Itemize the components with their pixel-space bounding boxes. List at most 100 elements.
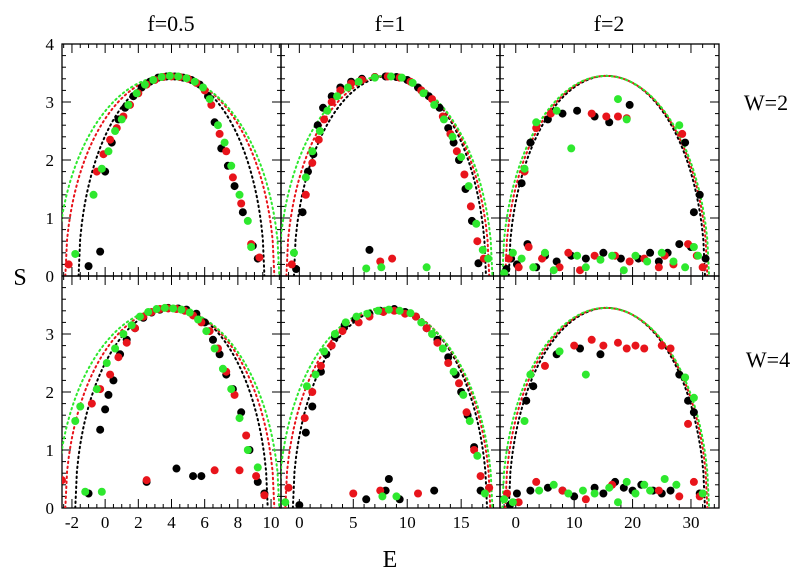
point-green xyxy=(235,190,244,199)
point-red xyxy=(114,353,123,362)
point-green xyxy=(535,486,544,495)
point-green xyxy=(672,480,681,489)
curve-green xyxy=(501,306,711,508)
x-tick-label: 10 xyxy=(566,513,583,532)
point-green xyxy=(97,487,106,496)
point-green xyxy=(419,89,428,98)
curve-red xyxy=(64,306,276,508)
point-red xyxy=(485,483,494,492)
point-red xyxy=(625,257,634,266)
point-black xyxy=(295,501,304,508)
point-green xyxy=(102,359,111,367)
point-green xyxy=(157,73,166,82)
y-tick-label: 3 xyxy=(46,325,55,344)
point-green xyxy=(689,393,698,402)
point-black xyxy=(599,248,608,257)
point-black xyxy=(522,396,531,405)
point-green xyxy=(81,487,90,496)
point-red xyxy=(524,243,533,251)
y-tick-label: 0 xyxy=(46,267,55,286)
point-black xyxy=(96,247,105,256)
point-green xyxy=(253,463,262,472)
point-green xyxy=(500,495,509,504)
point-green xyxy=(205,95,214,104)
point-green xyxy=(243,446,252,454)
point-red xyxy=(87,399,96,408)
point-green xyxy=(428,330,437,338)
point-red xyxy=(675,492,684,501)
point-green xyxy=(377,263,386,272)
x-tick-label: 4 xyxy=(167,513,176,532)
point-black xyxy=(581,254,590,263)
point-green xyxy=(387,72,396,81)
point-green xyxy=(590,489,599,498)
point-green xyxy=(117,115,126,124)
point-green xyxy=(165,71,174,80)
panel-frame xyxy=(499,275,720,509)
point-green xyxy=(681,373,690,382)
point-green xyxy=(227,385,236,394)
point-green xyxy=(605,483,614,492)
point-green xyxy=(631,251,640,260)
point-green xyxy=(374,306,383,315)
point-green xyxy=(210,344,219,353)
point-green xyxy=(370,73,379,82)
point-green xyxy=(689,243,698,251)
point-black xyxy=(101,405,110,414)
panel-2 xyxy=(499,43,720,277)
point-green xyxy=(89,190,98,199)
panel-plot-area xyxy=(281,72,494,276)
point-green xyxy=(564,489,573,498)
point-red xyxy=(284,483,293,492)
point-black xyxy=(695,190,704,199)
curve-green xyxy=(62,306,281,508)
point-black xyxy=(689,408,698,417)
point-black xyxy=(681,138,690,147)
curve-black xyxy=(507,306,706,508)
curve-red xyxy=(285,74,491,276)
point-black xyxy=(573,106,582,115)
point-green xyxy=(581,370,590,379)
panel-plot-area xyxy=(281,305,494,508)
curve-red xyxy=(64,74,276,276)
point-green xyxy=(484,254,493,263)
point-black xyxy=(474,259,483,268)
point-red xyxy=(237,199,246,208)
point-black xyxy=(675,240,684,249)
point-black xyxy=(172,464,181,473)
y-tick-label: 2 xyxy=(46,383,55,402)
point-red xyxy=(242,431,251,440)
point-red xyxy=(613,112,622,121)
point-green xyxy=(220,138,229,147)
point-red xyxy=(106,135,115,144)
point-green xyxy=(613,498,622,507)
point-green xyxy=(363,309,372,318)
point-red xyxy=(260,491,269,500)
x-tick-label: -2 xyxy=(65,513,79,532)
point-black xyxy=(365,245,374,254)
column-title-1: f=1 xyxy=(375,11,406,36)
point-red xyxy=(602,112,611,121)
point-green xyxy=(520,164,529,173)
point-red xyxy=(210,466,219,475)
point-red xyxy=(631,341,640,350)
point-green xyxy=(235,414,244,423)
point-green xyxy=(698,489,707,498)
point-black xyxy=(596,350,605,359)
point-green xyxy=(169,304,178,313)
point-green xyxy=(693,251,702,260)
point-green xyxy=(567,144,576,153)
x-tick-label: 15 xyxy=(453,513,470,532)
point-green xyxy=(144,307,153,316)
point-green xyxy=(243,216,252,225)
point-green xyxy=(177,305,186,314)
point-red xyxy=(504,254,513,263)
point-black xyxy=(430,486,439,495)
point-red xyxy=(473,237,482,246)
point-green xyxy=(478,245,487,254)
point-green xyxy=(681,263,690,272)
point-red xyxy=(433,338,442,347)
point-green xyxy=(132,89,141,98)
